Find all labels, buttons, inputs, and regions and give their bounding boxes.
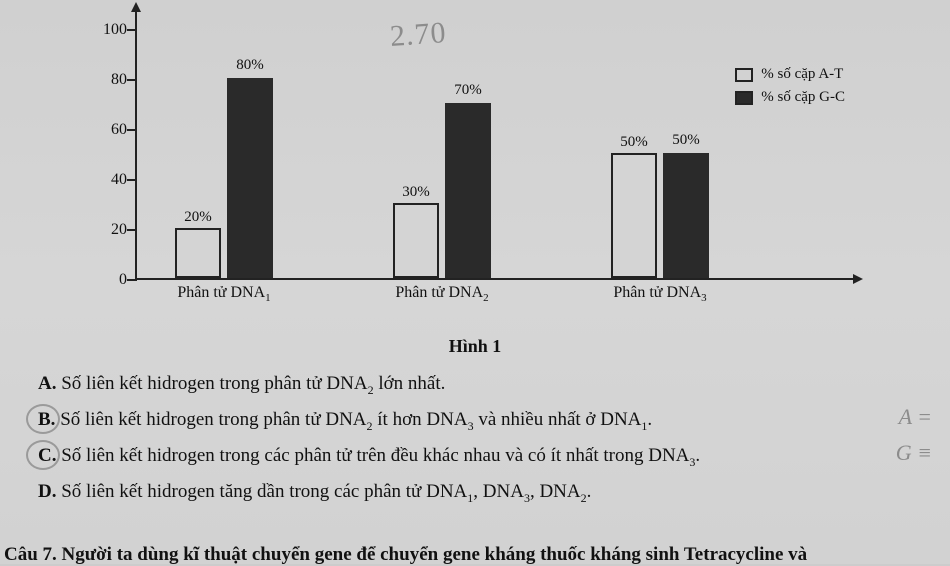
chart-legend: % số cặp A-T % số cặp G-C	[735, 66, 845, 112]
option-c-text: Số liên kết hidrogen trong các phân tử t…	[61, 445, 700, 466]
y-tick	[127, 79, 137, 81]
y-tick-label: 20	[97, 221, 127, 239]
option-a: A. Số liên kết hidrogen trong phân tử DN…	[38, 366, 940, 402]
legend-item-at: % số cặp A-T	[735, 66, 845, 83]
bar-chart: 020406080100 20%80%Phân tử DNA130%70%Phâ…	[115, 10, 855, 300]
bar-value-label: 20%	[184, 209, 212, 226]
option-c: C. Số liên kết hidrogen trong các phân t…	[38, 438, 940, 474]
bar-value-label: 80%	[236, 57, 264, 74]
answer-options: A. Số liên kết hidrogen trong phân tử DN…	[38, 366, 940, 510]
bar: 20%	[175, 228, 221, 278]
bar-value-label: 50%	[672, 132, 700, 149]
legend-label-at: % số cặp A-T	[761, 66, 843, 83]
legend-swatch-filled	[735, 91, 753, 105]
bar-value-label: 30%	[402, 184, 430, 201]
y-tick-label: 40	[97, 171, 127, 189]
bar-value-label: 70%	[454, 82, 482, 99]
bar: 30%	[393, 203, 439, 278]
y-tick-label: 80	[97, 71, 127, 89]
option-b: B. Số liên kết hidrogen trong phân tử DN…	[38, 402, 940, 438]
legend-label-gc: % số cặp G-C	[761, 89, 845, 106]
y-tick-label: 100	[97, 21, 127, 39]
bar: 70%	[445, 103, 491, 278]
option-d-text: Số liên kết hidrogen tăng dần trong các …	[61, 481, 591, 502]
option-d: D. Số liên kết hidrogen tăng dần trong c…	[38, 474, 940, 510]
legend-swatch-open	[735, 68, 753, 82]
bar: 80%	[227, 78, 273, 278]
y-tick	[127, 129, 137, 131]
bar-value-label: 50%	[620, 134, 648, 151]
y-axis	[135, 10, 137, 280]
category-label: Phân tử DNA3	[613, 284, 706, 304]
y-tick	[127, 179, 137, 181]
legend-item-gc: % số cặp G-C	[735, 89, 845, 106]
figure-caption: Hình 1	[0, 336, 950, 357]
y-tick	[127, 229, 137, 231]
y-tick	[127, 279, 137, 281]
next-question-cutoff: Câu 7. Người ta dùng kĩ thuật chuyển gen…	[0, 544, 950, 566]
bar: 50%	[611, 153, 657, 278]
option-a-text: Số liên kết hidrogen trong phân tử DNA2 …	[61, 373, 445, 394]
option-b-text: Số liên kết hidrogen trong phân tử DNA2 …	[60, 409, 652, 430]
x-axis	[135, 278, 855, 280]
y-tick-label: 0	[97, 271, 127, 289]
category-label: Phân tử DNA1	[177, 284, 270, 304]
bar: 50%	[663, 153, 709, 278]
paper-background: 020406080100 20%80%Phân tử DNA130%70%Phâ…	[0, 0, 950, 564]
category-label: Phân tử DNA2	[395, 284, 488, 304]
y-tick-label: 60	[97, 121, 127, 139]
y-tick	[127, 29, 137, 31]
